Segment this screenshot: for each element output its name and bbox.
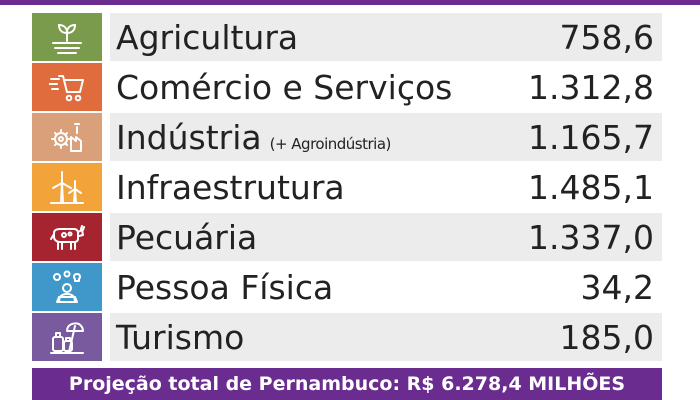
projection-table: Agricultura 758,6 Comércio e Serviços 1.… xyxy=(32,13,662,363)
icon-box-pessoa-fisica xyxy=(32,263,102,311)
table-row-agricultura: Agricultura 758,6 xyxy=(32,13,662,63)
value-label: 34,2 xyxy=(580,267,654,307)
table-row-pecuaria: Pecuária 1.337,0 xyxy=(32,213,662,263)
icon-box-agricultura xyxy=(32,13,102,61)
shopping-cart-icon xyxy=(49,75,84,102)
value-label: 1.485,1 xyxy=(528,167,654,207)
value-label: 185,0 xyxy=(559,317,654,357)
category-label: Agricultura xyxy=(116,17,299,57)
icon-box-turismo xyxy=(32,313,102,361)
category-label: Turismo xyxy=(116,317,245,357)
total-projection-text: Projeção total de Pernambuco: R$ 6.278,4… xyxy=(68,373,626,395)
value-label: 1.165,7 xyxy=(528,117,654,157)
table-row-pessoa-fisica: Pessoa Física 34,2 xyxy=(32,263,662,313)
category-label: Comércio e Serviços xyxy=(116,67,453,107)
table-row-comercio: Comércio e Serviços 1.312,8 xyxy=(32,63,662,113)
value-label: 1.312,8 xyxy=(528,67,654,107)
factory-gear-icon xyxy=(51,123,82,152)
table-row-industria: Indústria (+ Agroindústria) 1.165,7 xyxy=(32,113,662,163)
wind-turbine-icon xyxy=(50,171,84,204)
top-accent-bar xyxy=(0,0,700,5)
category-note: (+ Agroindústria) xyxy=(269,134,392,153)
category-label: Pecuária xyxy=(116,217,258,257)
icon-box-comercio xyxy=(32,63,102,111)
total-projection-banner: Projeção total de Pernambuco: R$ 6.278,4… xyxy=(32,368,662,400)
cow-icon xyxy=(50,225,85,250)
category-label: Infraestrutura xyxy=(116,167,345,207)
row-cell-agricultura: Agricultura 758,6 xyxy=(110,13,662,61)
category-label: Indústria xyxy=(116,117,262,157)
row-cell-industria: Indústria (+ Agroindústria) 1.165,7 xyxy=(110,113,662,161)
row-cell-pecuaria: Pecuária 1.337,0 xyxy=(110,213,662,261)
icon-box-infraestrutura xyxy=(32,163,102,211)
row-cell-turismo: Turismo 185,0 xyxy=(110,313,662,361)
luggage-umbrella-icon xyxy=(50,322,84,354)
category-label: Pessoa Física xyxy=(116,267,334,307)
row-cell-infraestrutura: Infraestrutura 1.485,1 xyxy=(110,163,662,211)
icon-box-industria xyxy=(32,113,102,161)
value-label: 758,6 xyxy=(559,17,654,57)
row-cell-pessoa-fisica: Pessoa Física 34,2 xyxy=(110,263,662,311)
farm-plant-icon xyxy=(52,23,82,54)
person-ideas-icon xyxy=(53,270,82,303)
table-row-turismo: Turismo 185,0 xyxy=(32,313,662,363)
table-row-infraestrutura: Infraestrutura 1.485,1 xyxy=(32,163,662,213)
icon-box-pecuaria xyxy=(32,213,102,261)
value-label: 1.337,0 xyxy=(528,217,654,257)
row-cell-comercio: Comércio e Serviços 1.312,8 xyxy=(110,63,662,111)
